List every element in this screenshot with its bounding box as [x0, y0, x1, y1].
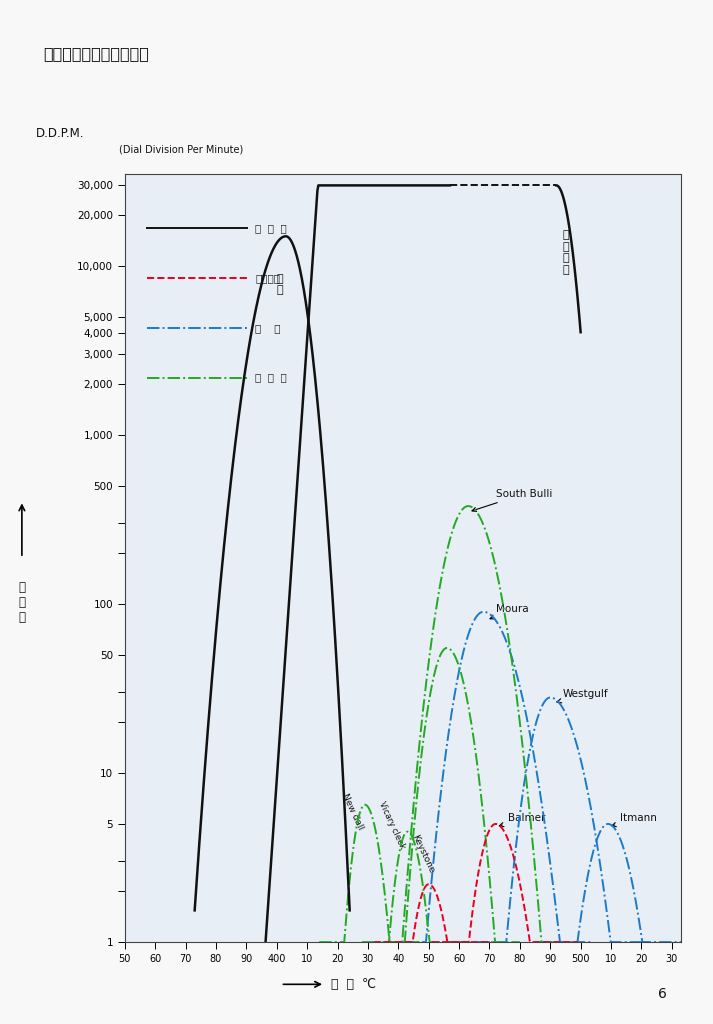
- Text: 高
島: 高 島: [277, 273, 283, 295]
- Text: 米    炭: 米 炭: [255, 323, 281, 333]
- Text: Itmann: Itmann: [612, 813, 657, 826]
- Text: D.D.P.M.: D.D.P.M.: [36, 127, 84, 139]
- Text: Westgulf: Westgulf: [557, 689, 608, 702]
- Text: Keystone: Keystone: [410, 834, 436, 874]
- Text: Balmer: Balmer: [499, 813, 545, 826]
- Text: カナダ炭: カナダ炭: [255, 272, 280, 283]
- Text: 温  度  ℃: 温 度 ℃: [331, 978, 376, 991]
- Text: 流
動
度: 流 動 度: [19, 582, 26, 624]
- Text: Moura: Moura: [490, 604, 528, 618]
- Text: Vicary cleek: Vicary cleek: [377, 800, 407, 850]
- Text: 南
大
夕
張: 南 大 夕 張: [563, 230, 569, 275]
- Text: 豪  州  炭: 豪 州 炭: [255, 373, 287, 383]
- Text: 石炭の熔融温度と流動度: 石炭の熔融温度と流動度: [43, 46, 148, 61]
- Text: 6: 6: [658, 987, 667, 1001]
- Text: South Bulli: South Bulli: [472, 489, 552, 512]
- Text: New dall: New dall: [340, 793, 365, 831]
- Text: 当  社  炭: 当 社 炭: [255, 223, 287, 232]
- Text: (Dial Division Per Minute): (Dial Division Per Minute): [119, 144, 243, 155]
